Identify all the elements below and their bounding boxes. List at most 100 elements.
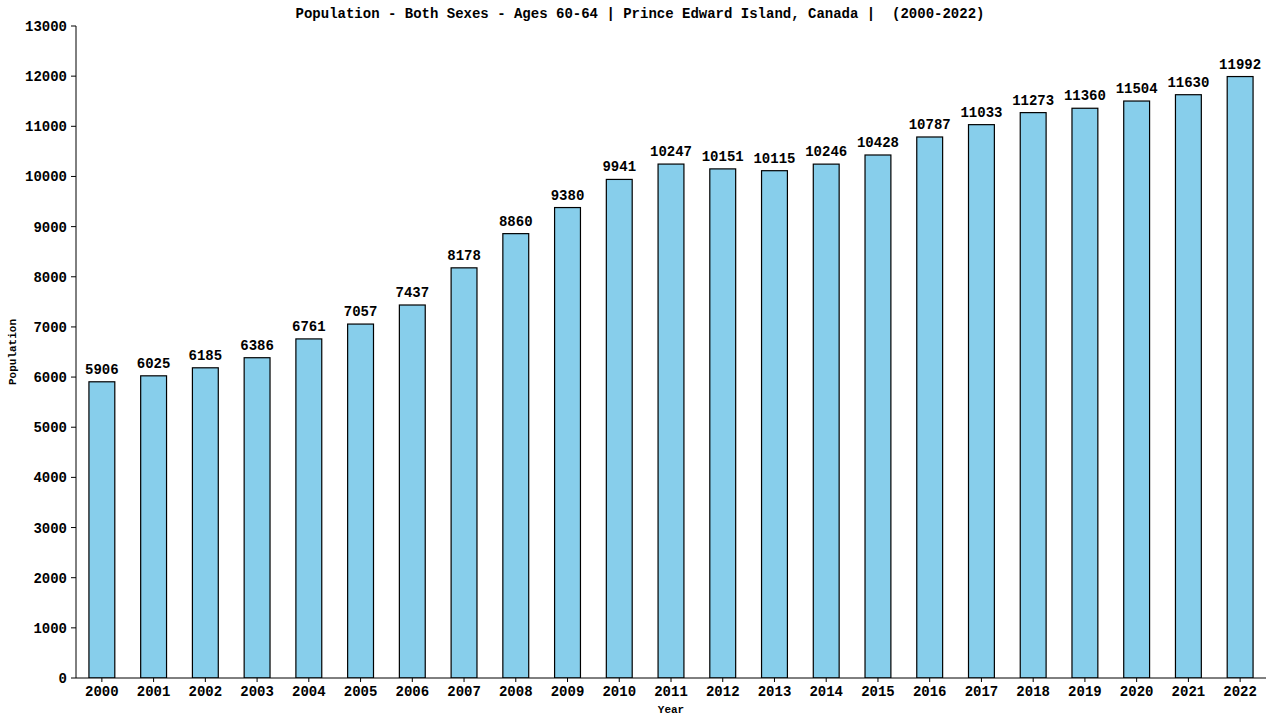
data-label: 10247 [650, 144, 692, 160]
data-label: 8178 [447, 248, 481, 264]
y-tick [71, 26, 76, 27]
bar [969, 125, 995, 678]
data-label: 10246 [805, 144, 847, 160]
data-label: 10151 [702, 149, 744, 165]
y-tick [71, 76, 76, 77]
bar [1020, 113, 1046, 678]
y-tick-label: 11000 [25, 119, 67, 135]
x-tick [722, 678, 723, 682]
x-axis-label: Year [658, 704, 684, 716]
x-tick-label: 2008 [499, 684, 533, 700]
bar [1072, 108, 1098, 678]
y-tick-label: 7000 [33, 320, 67, 336]
bar [762, 171, 788, 678]
x-tick-label: 2001 [137, 684, 171, 700]
bar [813, 164, 839, 678]
x-tick-label: 2005 [344, 684, 378, 700]
x-tick [1084, 678, 1085, 682]
x-tick-label: 2022 [1223, 684, 1257, 700]
bar [1124, 101, 1150, 678]
data-label: 11360 [1064, 88, 1106, 104]
bar [658, 164, 684, 678]
data-label: 11992 [1219, 57, 1261, 73]
x-tick-label: 2004 [292, 684, 326, 700]
bar [503, 234, 529, 678]
data-label: 6185 [189, 348, 223, 364]
data-label: 8860 [499, 214, 533, 230]
y-tick-label: 9000 [33, 220, 67, 236]
x-tick-label: 2014 [809, 684, 843, 700]
x-tick-label: 2012 [706, 684, 740, 700]
y-tick [71, 427, 76, 428]
x-tick [153, 678, 154, 682]
data-label: 10115 [753, 151, 795, 167]
y-tick-label: 8000 [33, 270, 67, 286]
x-tick [412, 678, 413, 682]
y-tick [71, 126, 76, 127]
bar [348, 324, 374, 678]
y-tick [71, 527, 76, 528]
x-tick [1033, 678, 1034, 682]
y-tick-label: 1000 [33, 621, 67, 637]
x-tick [981, 678, 982, 682]
title: Population - Both Sexes - Ages 60-64 | P… [296, 6, 985, 22]
x-tick-label: 2002 [189, 684, 223, 700]
y-tick-label: 6000 [33, 370, 67, 386]
y-tick-label: 4000 [33, 470, 67, 486]
bar [141, 376, 167, 678]
bar [606, 179, 632, 678]
x-tick-label: 2011 [654, 684, 688, 700]
x-tick [877, 678, 878, 682]
data-label: 10787 [909, 117, 951, 133]
x-tick-label: 2019 [1068, 684, 1102, 700]
y-tick [71, 627, 76, 628]
y-tick [71, 326, 76, 327]
bars [89, 77, 1253, 678]
y-tick [71, 226, 76, 227]
x-tick [671, 678, 672, 682]
background [0, 0, 1280, 720]
x-tick-label: 2017 [965, 684, 999, 700]
data-label: 9941 [602, 159, 636, 175]
data-label: 5906 [85, 362, 119, 378]
x-tick-label: 2010 [602, 684, 636, 700]
bar [710, 169, 736, 678]
x-tick [205, 678, 206, 682]
bar [865, 155, 891, 678]
y-tick-label: 13000 [25, 19, 67, 35]
y-tick [71, 377, 76, 378]
data-label: 11273 [1012, 93, 1054, 109]
bar [192, 368, 218, 678]
x-tick-label: 2016 [913, 684, 947, 700]
data-label: 9380 [551, 188, 585, 204]
x-tick-label: 2018 [1016, 684, 1050, 700]
data-label: 11630 [1167, 75, 1209, 91]
y-tick [71, 276, 76, 277]
x-tick [567, 678, 568, 682]
data-label: 11504 [1116, 81, 1158, 97]
data-label: 10428 [857, 135, 899, 151]
x-tick [257, 678, 258, 682]
bar [451, 268, 477, 678]
y-tick [71, 577, 76, 578]
bar [917, 137, 943, 678]
data-label: 6386 [240, 338, 274, 354]
bar [555, 208, 581, 678]
x-tick [929, 678, 930, 682]
x-tick-label: 2021 [1172, 684, 1206, 700]
y-tick-label: 2000 [33, 571, 67, 587]
y-tick [71, 477, 76, 478]
x-tick [826, 678, 827, 682]
x-tick-label: 2003 [240, 684, 274, 700]
y-tick-label: 12000 [25, 69, 67, 85]
data-label: 7057 [344, 304, 378, 320]
data-label: 6025 [137, 356, 171, 372]
x-tick-label: 2006 [395, 684, 429, 700]
bar [244, 358, 270, 678]
bar [89, 382, 115, 678]
x-tick [1136, 678, 1137, 682]
x-tick [1240, 678, 1241, 682]
x-tick [619, 678, 620, 682]
chart: Population - Both Sexes - Ages 60-64 | P… [0, 0, 1280, 720]
x-tick [1188, 678, 1189, 682]
